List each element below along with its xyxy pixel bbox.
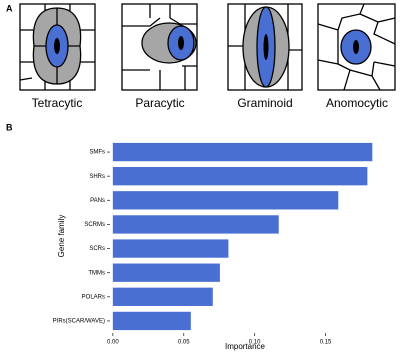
y-axis-title: Gene family [57,215,66,258]
bar [112,215,279,234]
bar [112,263,220,282]
x-tick-label: 0.15 [320,340,332,346]
y-tick-label: SCRs [89,246,105,252]
cell-type-label: Anomocytic [326,96,388,110]
cell-type-label: Graminoid [237,96,292,110]
bar [112,191,339,210]
anomocytic-diagram [317,3,396,91]
y-tick-label: SCRMs [84,222,105,228]
y-tick-label: TMMs [88,270,105,276]
x-axis-title: Importance [225,342,266,351]
y-tick-label: PANs [90,198,105,204]
panel-label: B [6,122,13,132]
x-tick-label: 0.05 [178,340,190,346]
y-tick-label: PIRs(SCAR/WAVE) [53,319,105,325]
bar [112,287,213,306]
y-tick-label: POLARs [82,294,105,300]
panel-label: A [6,3,13,13]
x-tick-label: 0.00 [107,340,119,346]
tetracytic-diagram [19,3,96,91]
y-tick-label: SHRs [89,174,105,180]
cell-type-label: Tetracytic [32,96,83,110]
paracytic-diagram [121,3,198,91]
graminoid-diagram [227,3,303,91]
bar [112,142,373,162]
bar [112,311,191,331]
y-tick-label: SMFs [89,150,105,156]
cell-type-label: Paracytic [135,96,184,110]
bar [112,239,229,258]
bar [112,167,368,186]
x-tick-label: 0.10 [249,340,261,346]
